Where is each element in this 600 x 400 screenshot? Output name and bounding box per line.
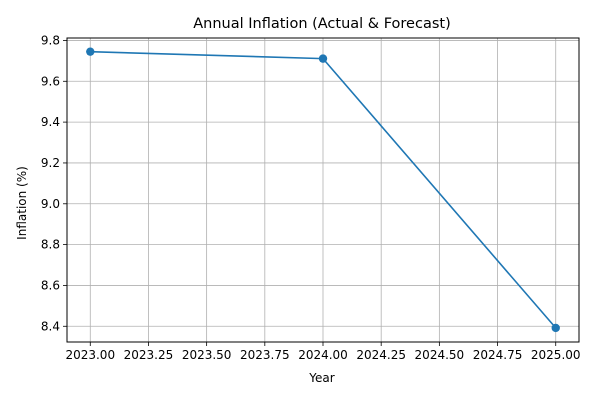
y-tick-label: 9.8 xyxy=(41,33,60,47)
x-tick-label: 2023.75 xyxy=(240,348,290,362)
x-tick-label: 2024.00 xyxy=(298,348,348,362)
series-layer xyxy=(86,47,560,333)
y-axis-title: Inflation (%) xyxy=(15,166,29,240)
y-axis: 8.4 8.6 8.8 9.0 9.2 9.4 9.6 9.8 xyxy=(41,33,67,333)
y-tick-label: 9.4 xyxy=(41,115,60,129)
x-tick-label: 2023.25 xyxy=(124,348,174,362)
chart-title: Annual Inflation (Actual & Forecast) xyxy=(193,16,451,32)
x-tick-label: 2024.50 xyxy=(415,348,465,362)
data-point xyxy=(86,47,95,56)
y-tick-label: 9.0 xyxy=(41,197,60,211)
x-axis: 2023.00 2023.25 2023.50 2023.75 2024.00 2024.… xyxy=(65,342,581,362)
x-tick-label: 2024.75 xyxy=(473,348,523,362)
x-tick-label: 2023.00 xyxy=(65,348,115,362)
x-axis-title: Year xyxy=(308,371,334,385)
x-tick-label: 2025.00 xyxy=(531,348,581,362)
y-tick-label: 8.8 xyxy=(41,238,60,252)
x-tick-label: 2023.50 xyxy=(182,348,232,362)
data-point xyxy=(318,54,328,63)
y-tick-label: 8.6 xyxy=(41,278,60,292)
x-tick-label: 2024.25 xyxy=(356,348,406,362)
y-tick-label: 9.6 xyxy=(41,74,60,88)
data-point xyxy=(551,323,560,333)
y-tick-label: 8.4 xyxy=(41,319,60,333)
y-tick-label: 9.2 xyxy=(41,156,60,170)
grid-lines xyxy=(67,38,579,342)
